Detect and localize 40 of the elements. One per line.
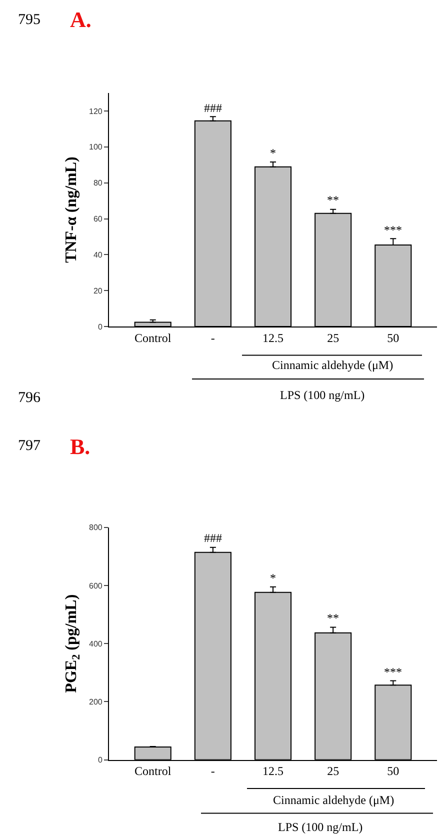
y-tick-label: 100 bbox=[89, 142, 103, 152]
annotation: *** bbox=[384, 223, 402, 237]
x-tick-label: - bbox=[210, 764, 215, 778]
y-tick-label: 20 bbox=[93, 286, 103, 296]
text: 797 bbox=[18, 438, 41, 454]
annotation: ** bbox=[327, 611, 339, 625]
y-tick-label: 200 bbox=[89, 697, 103, 706]
annotation: *** bbox=[384, 665, 402, 679]
y-tick-label: 0 bbox=[98, 322, 103, 332]
x-tick-label: - bbox=[210, 330, 215, 345]
chart-title: A. bbox=[70, 7, 92, 32]
y-tick-label: 120 bbox=[89, 106, 103, 116]
y-axis-title: TNF-α (ng/mL) bbox=[62, 156, 80, 263]
x-tick-label: 12.5 bbox=[262, 764, 284, 778]
x-tick-label: 12.5 bbox=[262, 330, 284, 345]
x-tick-label: 50 bbox=[387, 330, 400, 345]
y-tick-label: 60 bbox=[93, 214, 103, 224]
y-tick-label: 400 bbox=[89, 639, 103, 648]
y-tick-label: 0 bbox=[98, 756, 103, 765]
annotation: ** bbox=[327, 193, 339, 207]
text: 796 bbox=[18, 390, 41, 406]
x-tick-label: 25 bbox=[327, 764, 340, 778]
y-tick-label: 800 bbox=[89, 523, 103, 532]
text: Cinnamic aldehyde (μM) bbox=[273, 793, 394, 807]
x-tick-label: Control bbox=[134, 330, 172, 345]
x-tick-label: Control bbox=[134, 764, 172, 778]
text: LPS (100 ng/mL) bbox=[280, 388, 365, 402]
text: LPS (100 ng/mL) bbox=[278, 820, 363, 834]
chart-title: B. bbox=[70, 434, 90, 459]
annotation: * bbox=[270, 146, 276, 160]
annotation: ### bbox=[204, 531, 222, 545]
y-tick-label: 80 bbox=[93, 178, 103, 188]
x-tick-label: 50 bbox=[387, 764, 400, 778]
text: 795 bbox=[18, 12, 40, 28]
x-tick-label: 25 bbox=[327, 330, 340, 345]
annotation: ### bbox=[204, 101, 222, 115]
y-tick-label: 40 bbox=[93, 250, 103, 260]
text: Cinnamic aldehyde (μM) bbox=[272, 358, 394, 372]
annotation: * bbox=[270, 571, 276, 585]
y-tick-label: 600 bbox=[89, 581, 103, 590]
